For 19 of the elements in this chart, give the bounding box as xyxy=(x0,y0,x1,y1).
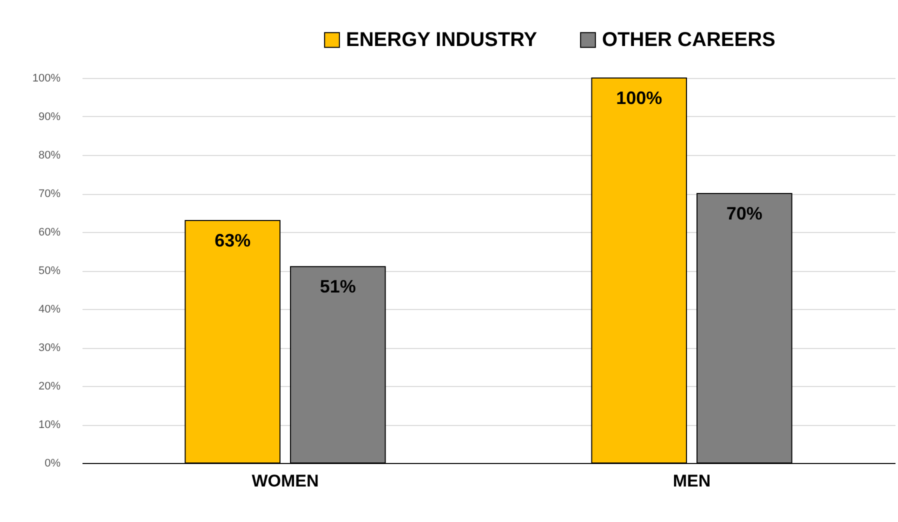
y-tick-label: 10% xyxy=(38,419,61,431)
data-label: 100% xyxy=(616,88,662,108)
y-tick-label: 40% xyxy=(38,304,61,316)
data-label: 63% xyxy=(214,230,251,250)
y-tick-label: 70% xyxy=(38,188,61,200)
y-tick-label: 50% xyxy=(38,265,61,277)
x-tick-label: WOMEN xyxy=(252,472,319,490)
y-tick-label: 90% xyxy=(38,111,61,123)
y-tick-label: 0% xyxy=(44,458,61,470)
y-tick-label: 80% xyxy=(38,150,61,162)
y-tick-label: 100% xyxy=(32,72,61,84)
y-tick-label: 20% xyxy=(38,380,61,392)
data-label: 51% xyxy=(320,276,356,297)
y-tick-label: 60% xyxy=(38,226,61,238)
y-tick-label: 30% xyxy=(38,342,61,354)
data-label: 70% xyxy=(726,204,762,224)
legend-label: OTHER CAREERS xyxy=(602,29,776,51)
x-tick-label: MEN xyxy=(672,472,711,490)
legend-label: ENERGY INDUSTRY xyxy=(346,29,538,51)
